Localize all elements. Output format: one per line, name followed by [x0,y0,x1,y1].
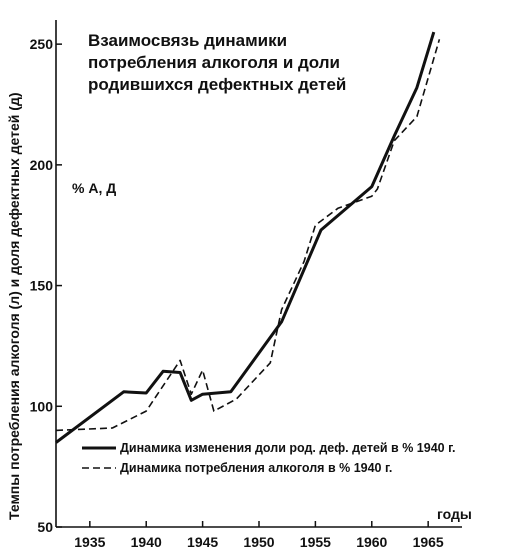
chart-title-line: Взаимосвязь динамики [88,31,287,50]
x-axis-label: годы [437,506,472,522]
x-tick-label: 1940 [131,534,162,550]
tick-group: 1935 1940 1945 1950 1955 1960 1965 50 100 150 200 2… [30,36,444,550]
legend: Динамика изменения доли род. деф. детей … [82,441,456,475]
y-tick-label: 50 [37,519,53,535]
chart-title: Взаимосвязь динамики потребления алкоголя… [88,31,346,94]
series-line-alcohol [55,39,441,432]
y-tick-label: 200 [30,157,54,173]
series-line-defective-children [55,31,436,444]
y-tick-label: 250 [30,36,54,52]
unit-label: % А, Д [72,180,116,196]
x-tick-label: 1945 [187,534,218,550]
x-tick-label: 1950 [243,534,274,550]
y-tick-label: 100 [30,398,54,414]
chart-title-line: потребления алкоголя и доли [88,53,340,72]
y-axis-label: Темпы потребления алкоголя (л) и доля де… [6,92,22,520]
x-tick-label: 1960 [356,534,387,550]
x-tick-label: 1935 [74,534,105,550]
chart-title-line: родившихся дефектных детей [88,75,346,94]
legend-label: Динамика потребления алкоголя в % 1940 г… [120,461,392,475]
x-tick-label: 1965 [413,534,444,550]
x-tick-label: 1955 [300,534,331,550]
legend-label: Динамика изменения доли род. деф. детей … [120,441,456,455]
series-group [55,31,441,444]
y-tick-label: 150 [30,278,54,294]
